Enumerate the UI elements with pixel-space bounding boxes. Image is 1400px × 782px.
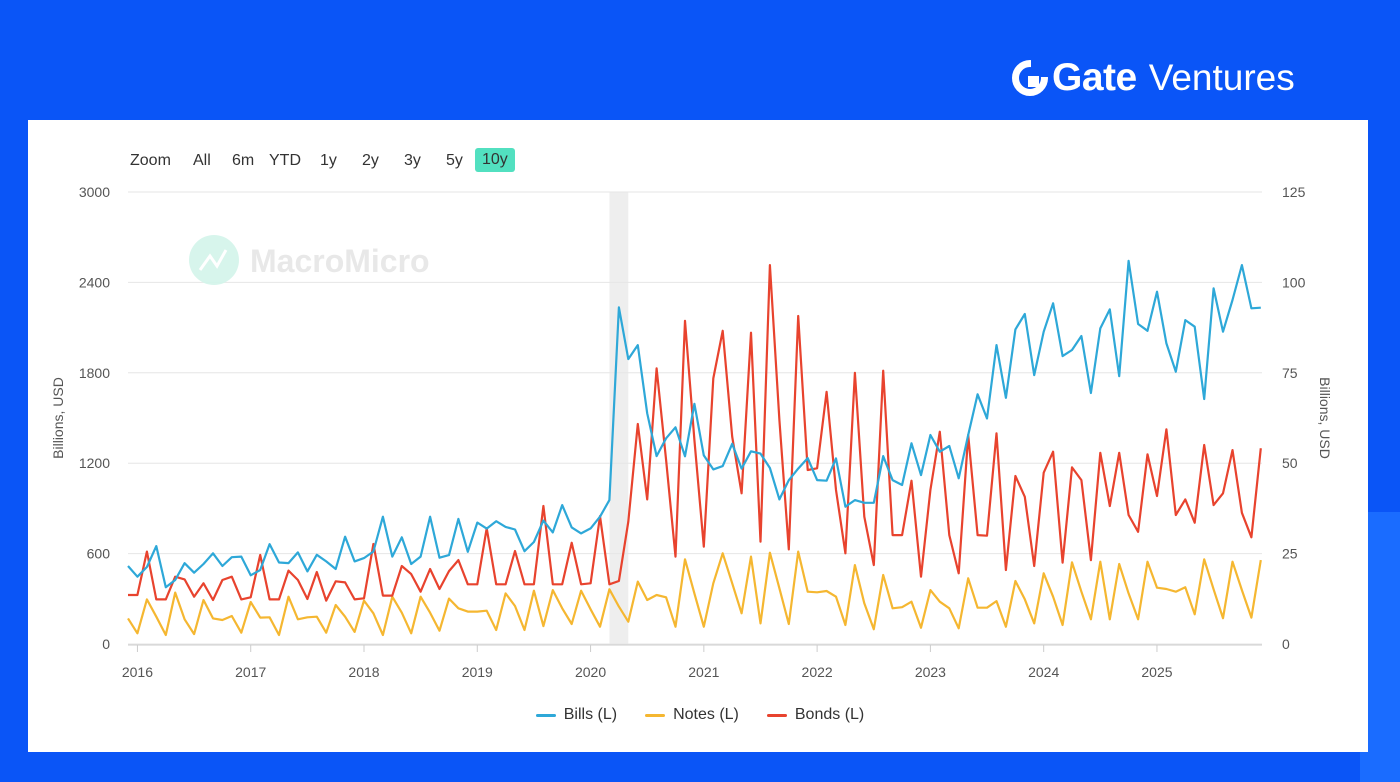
legend-item-notes[interactable]: Notes (L)	[645, 706, 739, 724]
x-tick-label: 2022	[802, 664, 833, 680]
zoom-button-3y[interactable]: 3y	[404, 152, 421, 169]
gate-ventures-logo: Gate Ventures	[1012, 56, 1295, 100]
zoom-label: Zoom	[130, 152, 171, 169]
legend-label: Notes (L)	[673, 706, 739, 723]
y-tick-left: 0	[102, 636, 110, 652]
recession-shade	[609, 192, 629, 644]
zoom-button-all[interactable]: All	[193, 152, 211, 169]
zoom-button-1y[interactable]: 1y	[320, 152, 337, 169]
x-tick-label: 2018	[348, 664, 379, 680]
y-tick-right: 125	[1282, 184, 1306, 200]
y-tick-right: 50	[1282, 455, 1298, 471]
y-tick-left: 1800	[79, 365, 110, 381]
legend-label: Bonds (L)	[794, 706, 865, 723]
y-tick-left: 2400	[79, 274, 110, 290]
zoom-button-2y[interactable]: 2y	[362, 152, 379, 169]
x-tick-label: 2023	[915, 664, 946, 680]
x-tick-label: 2021	[688, 664, 719, 680]
x-tick-label: 2019	[462, 664, 493, 680]
x-tick-label: 2024	[1028, 664, 1059, 680]
y-tick-right: 0	[1282, 636, 1290, 652]
macromicro-watermark: MacroMicro	[189, 235, 430, 285]
chart-card	[28, 120, 1368, 752]
chart-legend: Bills (L) Notes (L) Bonds (L)	[0, 706, 1400, 724]
legend-item-bills[interactable]: Bills (L)	[535, 706, 618, 724]
y-tick-left: 1200	[79, 455, 110, 471]
series-line-notes[interactable]	[127, 550, 1262, 637]
zoom-button-ytd[interactable]: YTD	[269, 152, 301, 169]
y-tick-right: 100	[1282, 274, 1306, 290]
y-tick-left: 600	[87, 546, 111, 562]
watermark-text: MacroMicro	[250, 243, 430, 279]
legend-swatch	[766, 713, 787, 717]
x-tick-label: 2016	[122, 664, 153, 680]
legend-swatch	[645, 713, 666, 717]
y-tick-left: 3000	[79, 184, 110, 200]
x-tick-label: 2020	[575, 664, 606, 680]
legend-item-bonds[interactable]: Bonds (L)	[766, 706, 865, 724]
y-axis-title-right: Billions, USD	[1317, 377, 1333, 459]
brand-suffix: Ventures	[1148, 57, 1295, 98]
watermark-chart-icon	[198, 249, 228, 271]
series-line-bonds[interactable]	[128, 264, 1262, 602]
zoom-button-5y[interactable]: 5y	[446, 152, 463, 169]
y-axis-title-left: Billions, USD	[50, 377, 66, 459]
series-line-bills[interactable]	[127, 259, 1261, 589]
legend-swatch	[535, 713, 556, 717]
zoom-button-10y[interactable]: 10y	[475, 148, 515, 172]
x-tick-label: 2017	[235, 664, 266, 680]
brand-name: Gate	[1052, 56, 1137, 99]
y-tick-right: 75	[1282, 365, 1298, 381]
y-tick-right: 25	[1282, 546, 1298, 562]
legend-label: Bills (L)	[563, 706, 618, 723]
zoom-button-6m[interactable]: 6m	[232, 152, 255, 169]
x-tick-label: 2025	[1141, 664, 1172, 680]
gate-logo-icon	[1012, 60, 1048, 96]
